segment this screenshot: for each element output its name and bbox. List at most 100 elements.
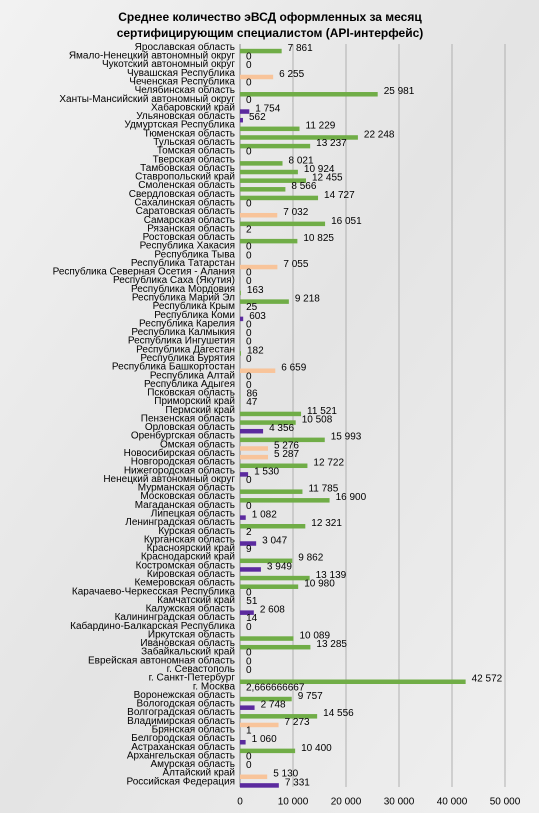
- bar: [240, 290, 241, 296]
- value-label: 0: [246, 751, 252, 762]
- y-tick-label: Ростовская область: [143, 231, 235, 243]
- y-tick-label: Тамбовская область: [140, 162, 235, 174]
- y-tick-label: г. Севастополь: [167, 664, 235, 675]
- value-label: 47: [246, 397, 258, 408]
- value-label: 7 055: [283, 259, 308, 270]
- value-label: 0: [246, 147, 252, 158]
- y-tick-label: Республика Северная Осетия - Алания: [53, 266, 235, 278]
- bar: [240, 446, 268, 451]
- value-label: 0: [246, 78, 252, 89]
- value-label: 5 130: [273, 769, 298, 780]
- y-tick-label: Владимирская область: [127, 715, 235, 727]
- y-tick-label: Костромская область: [136, 559, 235, 571]
- bar: [240, 679, 466, 685]
- y-tick-label: Сахалинская область: [134, 196, 235, 208]
- x-tick-label: 30 000: [384, 797, 415, 808]
- value-label: 163: [247, 285, 264, 296]
- bar: [240, 117, 243, 123]
- bar: [240, 143, 311, 149]
- bar: [240, 212, 278, 218]
- y-tick-label: Ханты-Мансийский автономный округ: [59, 94, 235, 105]
- value-label: 0: [246, 328, 252, 339]
- y-tick-label: Тюменская область: [144, 127, 235, 139]
- y-tick-label: Калужская область: [146, 603, 235, 615]
- y-tick-label: Пензенская область: [141, 412, 235, 424]
- y-tick-label: Республика Мордовия: [131, 283, 235, 295]
- bar: [240, 428, 264, 434]
- value-label: 9 757: [298, 691, 323, 702]
- y-tick-label: Свердловская область: [129, 188, 235, 200]
- value-label: 10 089: [299, 630, 330, 641]
- x-tick-label: 20 000: [331, 797, 362, 808]
- y-tick-label: Республика Крым: [153, 300, 236, 312]
- value-label: 13 139: [316, 570, 347, 581]
- y-tick-label: Тверская область: [153, 153, 235, 165]
- value-label: 0: [246, 656, 252, 667]
- value-label: 14: [246, 613, 258, 624]
- y-tick-label: Амурская область: [151, 758, 235, 770]
- y-tick-label: Республика Адыгея: [144, 378, 235, 390]
- value-label: 51: [246, 596, 258, 607]
- value-label: 0: [246, 268, 252, 279]
- y-tick-label: Ивановская область: [140, 637, 235, 649]
- value-label: 6 255: [279, 69, 304, 80]
- value-label: 86: [246, 389, 258, 400]
- y-tick-label: Республика Дагестан: [136, 343, 235, 355]
- value-label: 0: [246, 648, 252, 659]
- value-label: 9 862: [298, 553, 323, 564]
- bar: [240, 454, 269, 460]
- value-label: 0: [246, 371, 252, 382]
- chart-title: Среднее количество эВСД оформленных за м…: [118, 10, 422, 24]
- bar: [240, 411, 302, 417]
- y-tick-label: Республика Алтай: [150, 369, 235, 381]
- bar: [240, 195, 319, 201]
- value-label: 11 229: [306, 121, 336, 132]
- bar: [240, 316, 244, 322]
- bar: [240, 187, 286, 192]
- value-label: 0: [246, 665, 252, 676]
- x-tick-label: 50 000: [490, 797, 521, 808]
- value-label: 13 237: [316, 138, 347, 149]
- value-label: 0: [246, 319, 252, 330]
- y-tick-label: Новосибирская область: [124, 447, 235, 459]
- value-label: 0: [246, 276, 252, 287]
- y-tick-label: Ставропольский край: [135, 172, 235, 183]
- bar: [240, 463, 308, 469]
- value-label: 16 051: [331, 216, 362, 227]
- value-label: 1 060: [252, 734, 277, 745]
- y-tick-label: Республика Тыва: [154, 248, 235, 260]
- bar: [240, 558, 293, 564]
- bar: [240, 714, 318, 719]
- bar: [240, 74, 274, 80]
- bar: [240, 610, 254, 615]
- value-label: 182: [247, 345, 264, 356]
- bar: [240, 126, 300, 132]
- value-label: 25 981: [384, 86, 415, 97]
- bar: [240, 48, 282, 54]
- bar: [240, 92, 378, 97]
- y-tick-label: Республика Татарстан: [131, 257, 235, 269]
- y-tick-label: Ульяновская область: [136, 110, 235, 122]
- value-label: 1 082: [252, 509, 277, 520]
- y-tick-label: Алтайский край: [162, 768, 235, 779]
- y-tick-label: Вологодская область: [136, 698, 235, 710]
- y-tick-label: г. Москва: [193, 681, 236, 692]
- value-label: 0: [246, 622, 252, 633]
- y-tick-label: Ленинградская область: [125, 516, 235, 528]
- y-tick-label: г. Санкт-Петербург: [149, 672, 236, 684]
- bar: [240, 722, 279, 728]
- value-label: 12 722: [313, 458, 344, 469]
- bar: [240, 178, 307, 183]
- y-tick-label: Рязанская область: [147, 222, 235, 234]
- bar: [240, 351, 241, 356]
- value-label: 0: [246, 95, 252, 106]
- y-tick-label: Томская область: [157, 145, 235, 157]
- y-tick-label: Кемеровская область: [134, 577, 235, 589]
- y-tick-label: Московская область: [140, 490, 235, 502]
- value-label: 9 218: [295, 294, 320, 305]
- bar: [240, 515, 246, 520]
- value-label: 4 356: [269, 423, 294, 434]
- bar: [240, 109, 250, 114]
- value-label: 0: [246, 60, 252, 71]
- bar: [240, 420, 296, 425]
